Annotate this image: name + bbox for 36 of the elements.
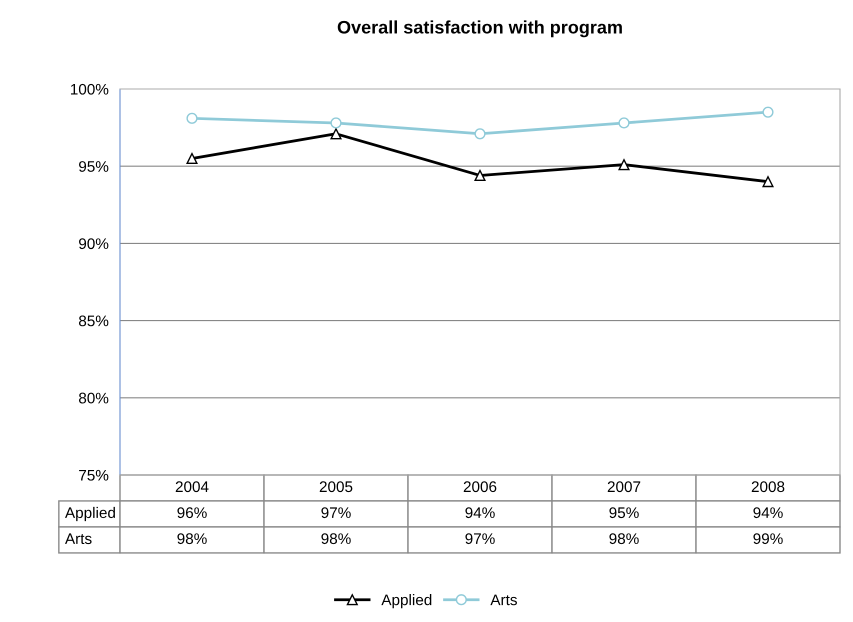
data-label: 95% [609,507,639,518]
x-tick-label: 2005 [320,481,352,492]
point [330,117,342,129]
data-label: 96% [177,507,207,518]
data-label: 98% [609,533,639,544]
data-label: 97% [465,533,495,544]
chart-title: Overall satisfaction with program [338,20,622,38]
y-tick-label: 100% [70,84,108,95]
y-tick-label: 80% [78,392,108,404]
x-tick-label: 2004 [176,481,209,492]
text: Arts [64,533,92,544]
x-tick-label: 2006 [464,481,496,492]
text: Applied [64,506,115,522]
y-tick-label: 85% [78,315,108,326]
data-label: 98% [321,533,351,544]
data-label: 94% [465,507,495,518]
legend-label: Applied [381,594,432,608]
point [618,159,630,170]
point [474,128,486,140]
legend-label: Arts [490,594,517,606]
point [186,112,198,124]
x-tick-label: 2007 [608,481,640,492]
y-tick-label: 75% [79,470,108,481]
point [330,128,342,140]
point [762,176,774,188]
point [762,106,774,118]
point [618,117,630,129]
data-label: 94% [753,507,783,518]
x-tick-label: 2008 [752,481,784,492]
y-tick-label: 90% [79,238,108,250]
point [474,170,486,182]
point [186,152,198,164]
y-tick-label: 95% [79,161,108,172]
data-label: 99% [753,533,783,544]
data-label: 98% [177,533,207,544]
data-label: 97% [321,507,351,518]
